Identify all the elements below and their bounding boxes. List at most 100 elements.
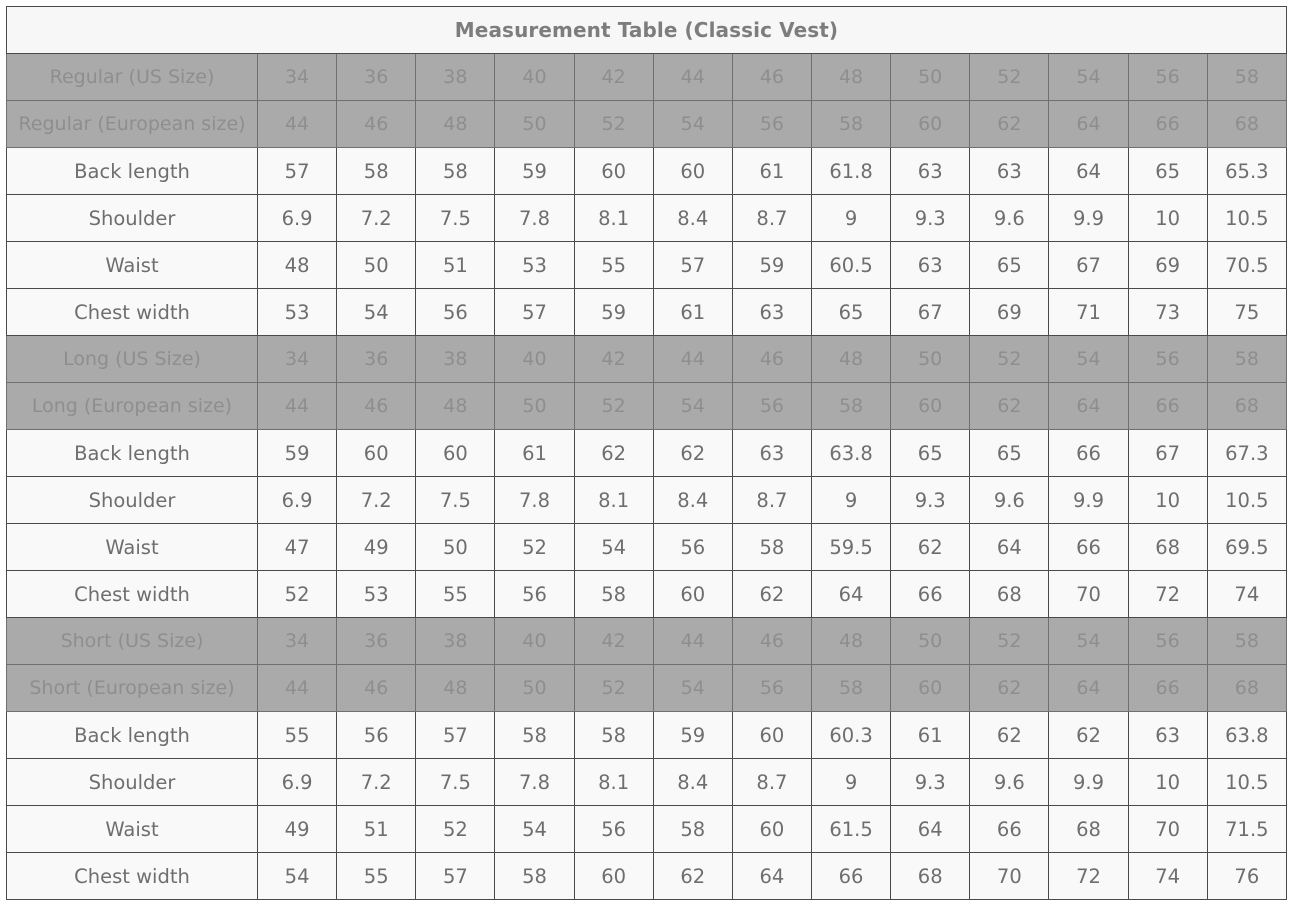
measurement-value: 56 bbox=[415, 288, 496, 336]
measurement-value: 72 bbox=[1127, 570, 1208, 618]
measurement-value: 61.8 bbox=[810, 147, 892, 195]
measurement-value: 63 bbox=[890, 147, 971, 195]
size-header-cell-eu: 52 bbox=[573, 100, 654, 148]
size-header-cell-eu: 60 bbox=[890, 664, 971, 712]
measurement-value: 76 bbox=[1206, 852, 1287, 900]
measurement-value: 59 bbox=[731, 241, 812, 289]
measurement-value: 65 bbox=[810, 288, 892, 336]
size-header-cell-us: 46 bbox=[731, 617, 812, 665]
measurement-value: 58 bbox=[336, 147, 417, 195]
measurement-value: 57 bbox=[256, 147, 338, 195]
measurement-value: 50 bbox=[336, 241, 417, 289]
size-header-cell-us: 44 bbox=[652, 53, 733, 101]
measurement-value: 61 bbox=[890, 711, 971, 759]
measurement-value: 7.2 bbox=[336, 758, 417, 806]
measurement-value: 65 bbox=[890, 429, 971, 477]
measurement-value: 10.5 bbox=[1206, 758, 1287, 806]
measurement-value: 62 bbox=[969, 711, 1050, 759]
size-header-cell-eu: 46 bbox=[336, 664, 417, 712]
measurement-value: 57 bbox=[652, 241, 733, 289]
size-header-cell-us: 50 bbox=[890, 53, 971, 101]
size-header-cell-eu: 60 bbox=[890, 382, 971, 430]
measurement-value: 9.9 bbox=[1048, 758, 1129, 806]
measurement-value: 68 bbox=[890, 852, 971, 900]
measurement-value: 7.5 bbox=[415, 476, 496, 524]
size-header-cell-eu: 62 bbox=[969, 382, 1050, 430]
measurement-value: 60 bbox=[573, 147, 654, 195]
measurement-value: 63 bbox=[731, 288, 812, 336]
measurement-value: 56 bbox=[494, 570, 575, 618]
measurement-value: 8.7 bbox=[731, 476, 812, 524]
size-header-cell-eu: 50 bbox=[494, 664, 575, 712]
measurement-value: 60.5 bbox=[810, 241, 892, 289]
measurement-value: 10.5 bbox=[1206, 476, 1287, 524]
table-row: Chest width 54 55 57 58 60 62 64 66 68 70 72 74 76 bbox=[6, 852, 1287, 900]
measurement-value: 57 bbox=[415, 711, 496, 759]
measurement-value: 70 bbox=[1048, 570, 1129, 618]
measurement-value: 69.5 bbox=[1206, 523, 1287, 571]
section-label-us: Regular (US Size) bbox=[6, 53, 258, 101]
size-header-row-eu: Regular (European size) 44 46 48 50 52 54 56 58 6… bbox=[6, 100, 1287, 148]
measurement-label: Chest width bbox=[6, 570, 258, 618]
measurement-value: 53 bbox=[336, 570, 417, 618]
measurement-value: 58 bbox=[731, 523, 812, 571]
size-header-cell-us: 56 bbox=[1127, 335, 1208, 383]
measurement-value: 60 bbox=[336, 429, 417, 477]
measurement-value: 53 bbox=[494, 241, 575, 289]
size-header-row-us: Long (US Size) 34 36 38 40 42 44 46 48 50 52 54 56 58 bbox=[6, 335, 1287, 383]
measurement-value: 54 bbox=[494, 805, 575, 853]
measurement-label: Shoulder bbox=[6, 194, 258, 242]
measurement-value: 60.3 bbox=[810, 711, 892, 759]
size-header-cell-eu: 58 bbox=[810, 382, 892, 430]
size-header-cell-eu: 52 bbox=[573, 664, 654, 712]
section-label-eu: Regular (European size) bbox=[6, 100, 258, 148]
table-title: Measurement Table (Classic Vest) bbox=[6, 6, 1287, 54]
size-header-cell-us: 58 bbox=[1206, 617, 1287, 665]
measurement-value: 65 bbox=[1127, 147, 1208, 195]
measurement-value: 55 bbox=[336, 852, 417, 900]
measurement-value: 54 bbox=[336, 288, 417, 336]
size-header-cell-eu: 48 bbox=[415, 100, 496, 148]
table-row: Waist 48 50 51 53 55 57 59 60.5 63 65 67 69 70.5 bbox=[6, 241, 1287, 289]
measurement-value: 64 bbox=[969, 523, 1050, 571]
measurement-value: 53 bbox=[256, 288, 338, 336]
measurement-value: 8.1 bbox=[573, 476, 654, 524]
section-label-eu: Short (European size) bbox=[6, 664, 258, 712]
measurement-value: 63.8 bbox=[1206, 711, 1287, 759]
size-header-cell-eu: 62 bbox=[969, 100, 1050, 148]
measurement-label: Shoulder bbox=[6, 758, 258, 806]
measurement-value: 70.5 bbox=[1206, 241, 1287, 289]
measurement-value: 61 bbox=[494, 429, 575, 477]
table-row: Waist 49 51 52 54 56 58 60 61.5 64 66 68 70 71.5 bbox=[6, 805, 1287, 853]
size-header-cell-eu: 60 bbox=[890, 100, 971, 148]
size-header-cell-eu: 44 bbox=[256, 100, 338, 148]
measurement-value: 9.3 bbox=[890, 758, 971, 806]
table-row: Back length 59 60 60 61 62 62 63 63.8 65 65 66 67 67.… bbox=[6, 429, 1287, 477]
size-header-cell-eu: 68 bbox=[1206, 100, 1287, 148]
size-header-cell-us: 34 bbox=[256, 617, 338, 665]
table-row: Back length 55 56 57 58 58 59 60 60.3 61 62 62 63 63.… bbox=[6, 711, 1287, 759]
measurement-value: 59 bbox=[573, 288, 654, 336]
measurement-value: 57 bbox=[494, 288, 575, 336]
measurement-value: 62 bbox=[1048, 711, 1129, 759]
measurement-label: Chest width bbox=[6, 852, 258, 900]
measurement-value: 70 bbox=[1127, 805, 1208, 853]
measurement-value: 54 bbox=[573, 523, 654, 571]
measurement-value: 63 bbox=[1127, 711, 1208, 759]
measurement-value: 55 bbox=[573, 241, 654, 289]
measurement-value: 8.4 bbox=[652, 476, 733, 524]
measurement-value: 9 bbox=[810, 758, 892, 806]
table-row: Shoulder 6.9 7.2 7.5 7.8 8.1 8.4 8.7 9 9.3 9.6 9.9 1… bbox=[6, 476, 1287, 524]
size-header-cell-us: 54 bbox=[1048, 335, 1129, 383]
measurement-label: Waist bbox=[6, 523, 258, 571]
measurement-value: 60 bbox=[652, 570, 733, 618]
measurement-label: Back length bbox=[6, 429, 258, 477]
measurement-value: 49 bbox=[336, 523, 417, 571]
size-header-cell-us: 46 bbox=[731, 335, 812, 383]
size-header-cell-us: 46 bbox=[731, 53, 812, 101]
measurement-value: 7.5 bbox=[415, 194, 496, 242]
size-header-cell-us: 36 bbox=[336, 53, 417, 101]
measurement-value: 9.3 bbox=[890, 194, 971, 242]
measurement-value: 67 bbox=[1048, 241, 1129, 289]
size-header-cell-eu: 66 bbox=[1127, 100, 1208, 148]
